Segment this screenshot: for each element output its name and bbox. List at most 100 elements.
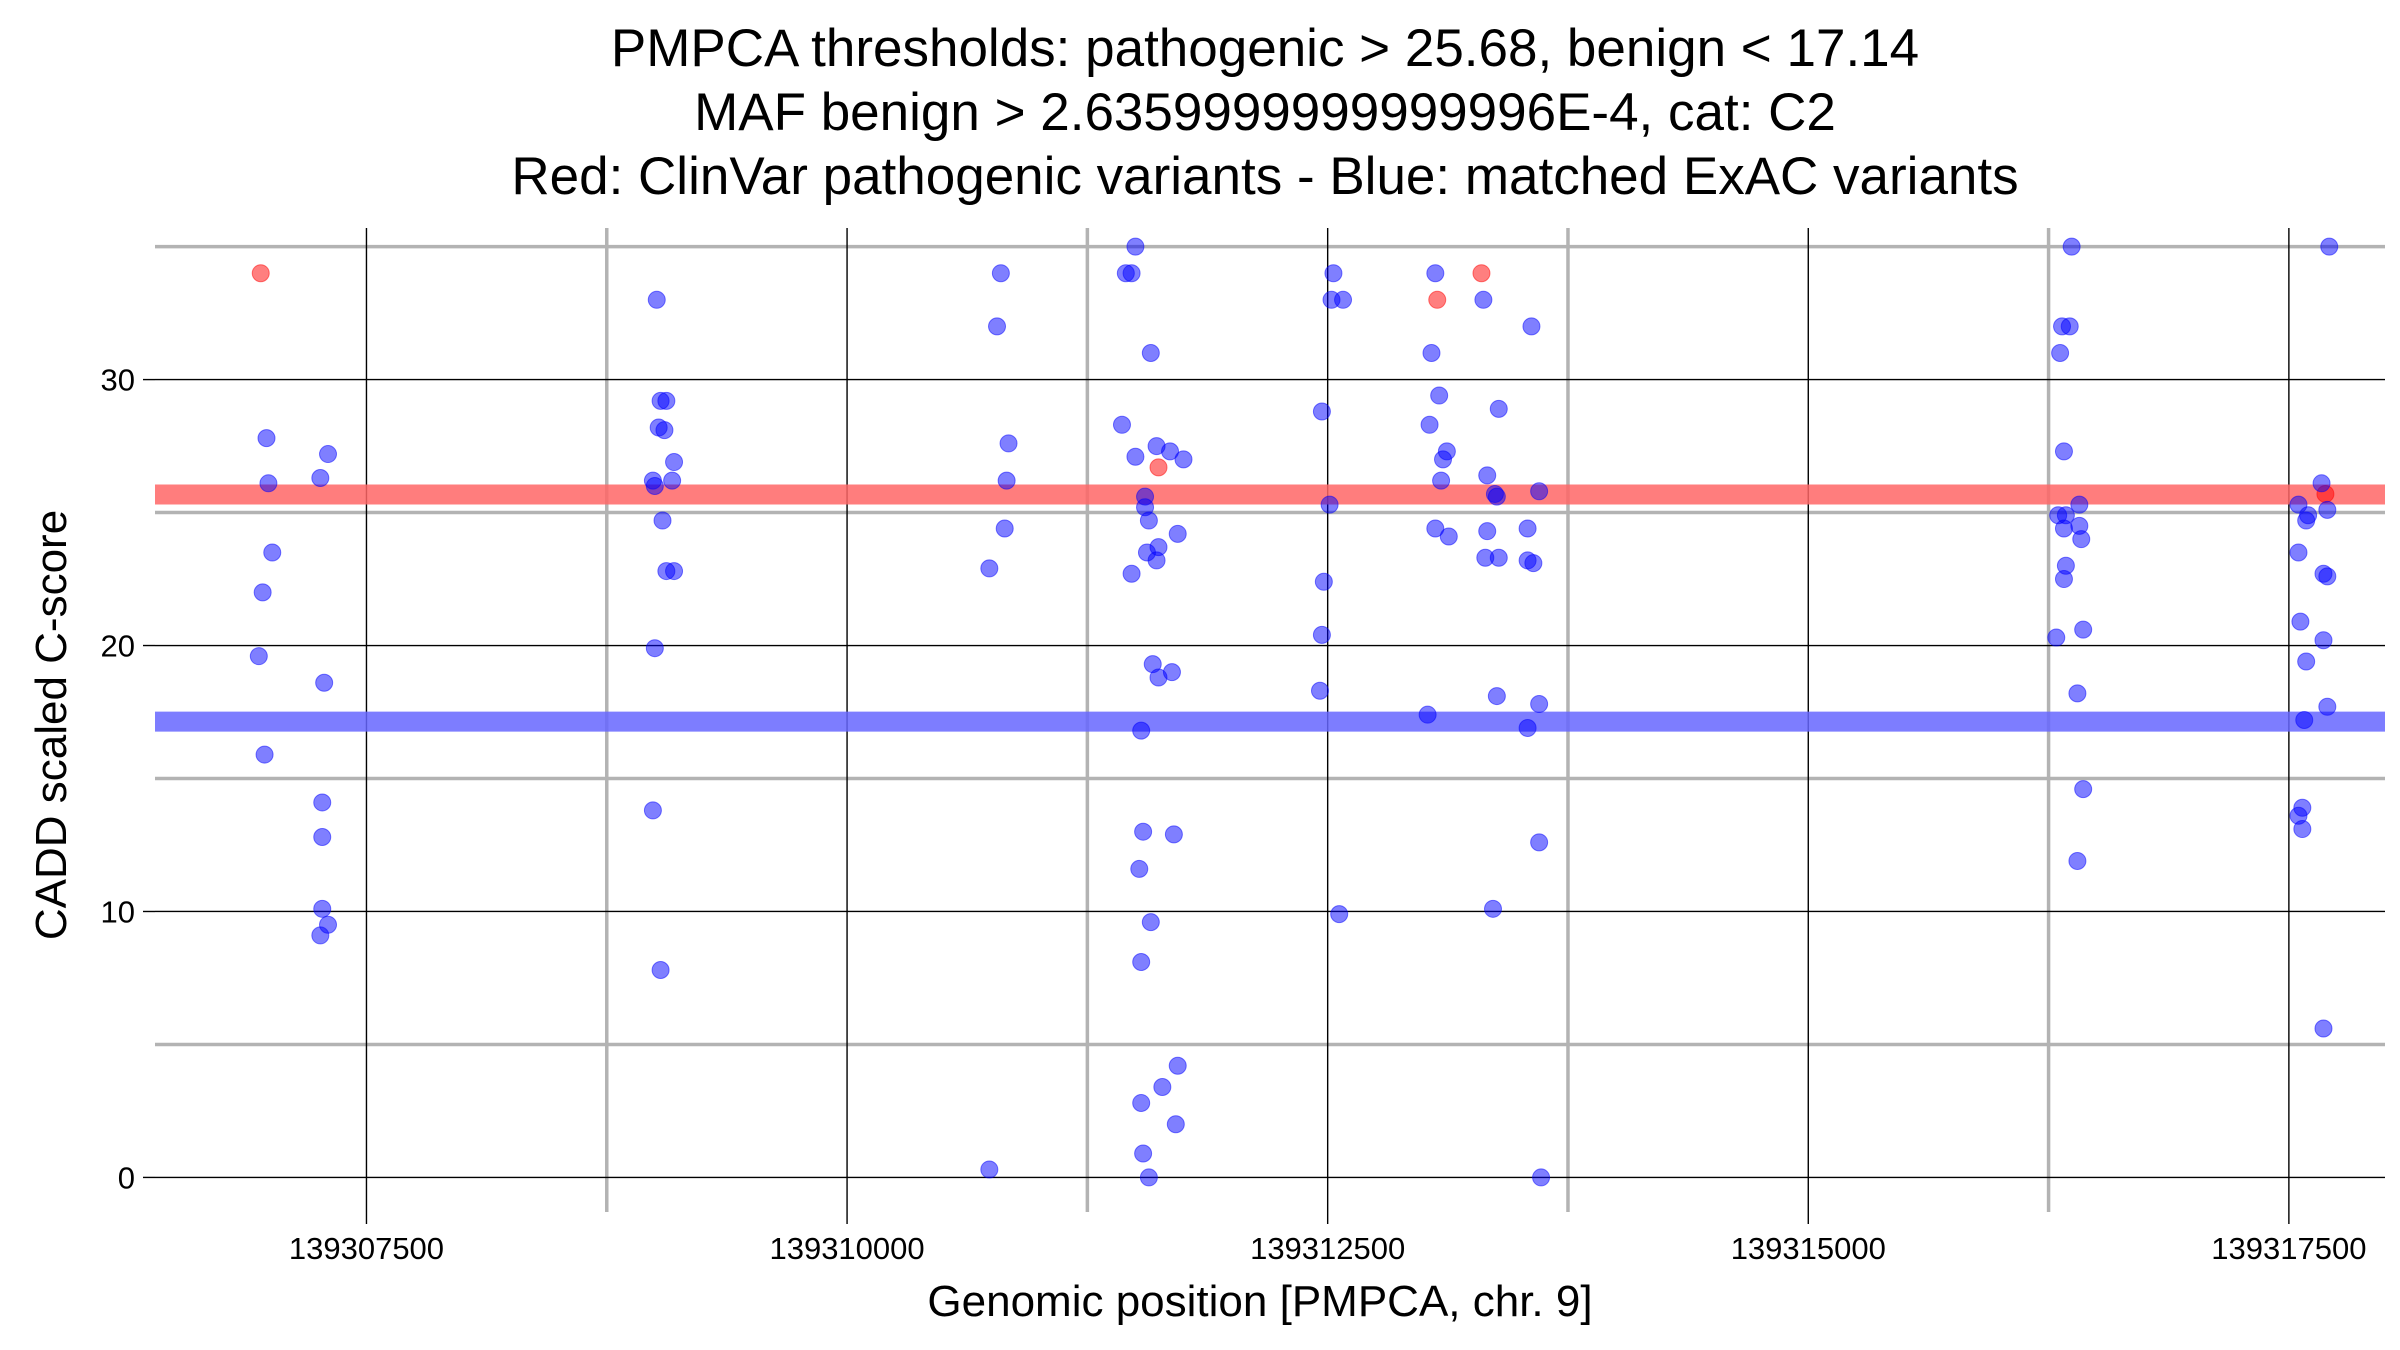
chart-title-line: MAF benign > 2.6359999999999996E-4, cat:… [694,83,1836,142]
data-point [2314,631,2333,650]
data-point [1166,1115,1185,1134]
data-point [1418,705,1437,724]
data-point [1312,625,1331,644]
data-point [2318,500,2337,519]
data-point [1489,399,1508,418]
data-point [1139,1168,1158,1187]
chart-title-line: Red: ClinVar pathogenic variants - Blue:… [511,147,2018,206]
x-tick-label: 139310000 [769,1231,924,1266]
data-point [1420,415,1439,434]
data-point [1324,264,1343,283]
data-point [1134,1144,1153,1163]
data-point [1141,913,1160,932]
data-point [319,445,338,464]
data-point [255,745,274,764]
x-axis-title: Genomic position [PMPCA, chr. 9] [927,1277,1592,1326]
data-point [1434,450,1453,469]
x-tick-label: 139312500 [1250,1231,1405,1266]
data-point [1112,415,1131,434]
data-point [1122,564,1141,583]
data-point [645,476,664,495]
data-point [1487,687,1506,706]
data-point [1312,402,1331,421]
data-point [1132,953,1151,972]
data-point [1432,471,1451,490]
data-point [1430,386,1449,405]
data-point [1168,524,1187,543]
data-point [1139,511,1158,530]
data-point [1149,458,1168,477]
data-point [1116,264,1135,283]
data-point [2068,851,2087,870]
data-point [2289,543,2308,562]
data-point [1439,527,1458,546]
data-point [2072,530,2091,549]
data-point [2293,820,2312,839]
data-point [2054,519,2073,538]
data-point [2060,317,2079,336]
data-point [1132,1093,1151,1112]
data-point [1162,663,1181,682]
data-point [1472,264,1491,283]
data-point [1126,237,1145,256]
data-point [313,899,332,918]
title-layer: PMPCA thresholds: pathogenic > 25.68, be… [511,19,2018,206]
data-point [1126,447,1145,466]
x-tick-label: 139317500 [2211,1231,2366,1266]
data-point [1518,718,1537,737]
data-point [1426,264,1445,283]
ticks-layer: 0 10 20 30 139307500 139310000 139312500 139315… [101,363,2367,1266]
data-point [1141,343,1160,362]
data-point [1530,833,1549,852]
data-point [319,915,338,934]
points-layer [249,237,2339,1187]
chart-title-line: PMPCA thresholds: pathogenic > 25.68, be… [611,19,1919,78]
data-point [257,429,276,448]
data-point [1530,695,1549,714]
data-point [997,471,1016,490]
data-point [2318,567,2337,586]
data-point [980,1160,999,1179]
data-point [2062,237,2081,256]
data-point [263,543,282,562]
data-point [1168,1056,1187,1075]
data-point [1314,572,1333,591]
data-point [1487,487,1506,506]
data-point [1174,450,1193,469]
data-point [999,434,1018,453]
data-point [1489,548,1508,567]
y-tick-label: 0 [118,1160,135,1195]
data-point [1478,522,1497,541]
data-point [2054,570,2073,589]
data-point [1484,899,1502,918]
data-point [2070,495,2089,514]
data-point [1530,482,1549,501]
data-point [1310,681,1329,700]
data-point [313,793,332,812]
threshold-layer [155,484,2385,732]
data-point [1522,317,1541,336]
data-point [1153,1078,1172,1097]
data-point [657,391,676,410]
data-point [2047,628,2066,647]
x-tick-label: 139307500 [289,1231,444,1266]
data-point [1330,905,1349,924]
data-point [259,474,278,493]
data-point [315,673,334,692]
y-axis-title: CADD scaled C-score [27,510,76,940]
data-point [249,647,268,666]
data-point [663,471,682,490]
data-point [1422,343,1441,362]
data-point [2291,612,2310,631]
data-point [995,519,1014,538]
data-point [313,828,332,847]
data-point [988,317,1007,336]
data-point [1428,290,1447,309]
y-tick-label: 30 [101,363,135,398]
data-point [1161,442,1180,461]
data-point [1532,1168,1551,1187]
data-point [1164,825,1183,844]
data-point [1130,859,1149,878]
